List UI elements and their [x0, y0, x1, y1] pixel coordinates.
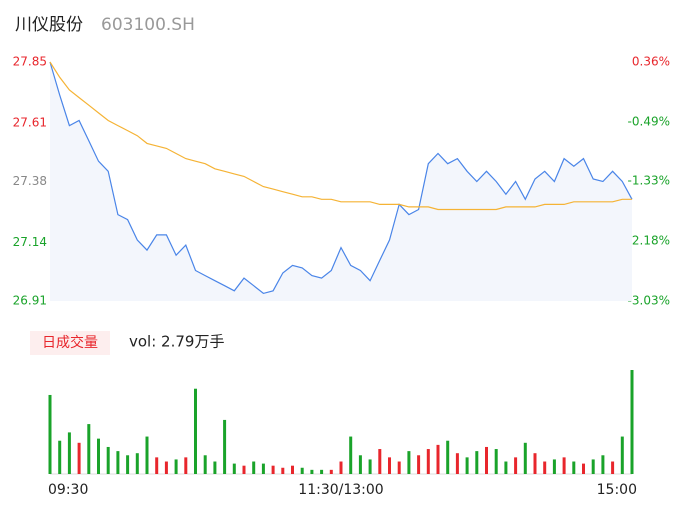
- volume-bar: [126, 455, 130, 474]
- volume-bar: [320, 469, 324, 474]
- volume-bar: [203, 455, 207, 474]
- volume-bar: [426, 449, 430, 474]
- volume-bar: [417, 455, 421, 474]
- average-line: [49, 61, 632, 211]
- volume-bar: [329, 469, 333, 474]
- y-tick-label: 27.61: [13, 116, 47, 130]
- volume-bar: [388, 457, 391, 474]
- y2-tick-label: -3.03%: [628, 294, 670, 308]
- volume-bar: [291, 465, 294, 474]
- volume-bar: [300, 467, 304, 474]
- volume-bar: [611, 461, 615, 474]
- volume-bar: [97, 438, 100, 474]
- volume-bar: [562, 457, 566, 474]
- volume-bar: [271, 465, 275, 474]
- volume-label-bg: [30, 331, 110, 355]
- y2-tick-label: -0.49%: [628, 114, 670, 128]
- x-tick-label: 09:30: [48, 482, 88, 498]
- volume-bar: [145, 436, 149, 474]
- volume-bar: [494, 449, 498, 474]
- volume-bar: [552, 459, 556, 474]
- volume-bar: [620, 436, 624, 474]
- volume-bar: [261, 463, 265, 474]
- volume-bar: [349, 436, 353, 474]
- volume-bar: [485, 446, 488, 474]
- volume-bar: [155, 457, 159, 474]
- volume-bar: [67, 432, 71, 474]
- volume-bar: [543, 461, 547, 474]
- volume-bar: [455, 453, 459, 474]
- volume-bar: [164, 461, 168, 474]
- volume-bar: [407, 451, 411, 474]
- volume-bar: [232, 463, 236, 474]
- y-tick-label: 27.85: [13, 55, 47, 69]
- volume-bar: [339, 461, 343, 474]
- price-area: [50, 62, 632, 301]
- y2-tick-label: -2.18%: [628, 234, 670, 248]
- volume-bar: [523, 442, 527, 474]
- price-line: [49, 61, 633, 295]
- volume-bar: [184, 457, 188, 474]
- volume-bar: [504, 461, 508, 474]
- volume-bar: [591, 459, 595, 474]
- volume-bar: [252, 461, 256, 474]
- volume-bar: [213, 461, 217, 474]
- volume-bar: [533, 453, 537, 474]
- y-tick-label: 27.38: [13, 174, 47, 188]
- volume-bar: [368, 459, 372, 474]
- y-tick-label: 27.14: [13, 235, 47, 249]
- volume-bar: [446, 440, 450, 474]
- volume-bar: [281, 467, 285, 474]
- volume-bar: [242, 465, 246, 474]
- volume-bar: [475, 451, 479, 474]
- volume-bar: [514, 457, 518, 474]
- volume-bar: [436, 444, 440, 474]
- stock-name: 川仪股份: [15, 15, 83, 35]
- volume-bar: [106, 446, 110, 474]
- y-tick-label: 26.91: [13, 294, 47, 308]
- volume-bar: [116, 451, 120, 474]
- volume-bar: [77, 442, 81, 474]
- volume-bar: [378, 449, 382, 474]
- volume-bar: [48, 394, 52, 474]
- volume-bar: [58, 440, 62, 474]
- volume-bar: [465, 457, 469, 474]
- volume-bar: [397, 461, 401, 474]
- volume-bar: [194, 388, 197, 474]
- y2-tick-label: 0.36%: [632, 55, 670, 69]
- volume-bar: [582, 463, 585, 474]
- volume-bar: [601, 455, 605, 474]
- volume-total: vol: 2.79万手: [129, 333, 224, 351]
- y2-tick-label: -1.33%: [628, 174, 670, 188]
- volume-bar: [358, 455, 362, 474]
- volume-bar: [572, 461, 576, 474]
- volume-bar: [310, 469, 314, 474]
- volume-bar: [223, 419, 227, 474]
- volume-bar: [87, 424, 91, 474]
- x-tick-label: 11:30/13:00: [298, 482, 383, 498]
- volume-label: 日成交量: [42, 334, 98, 351]
- volume-bar: [630, 370, 634, 474]
- x-tick-label: 15:00: [597, 482, 637, 498]
- volume-bar: [174, 459, 178, 474]
- volume-bar: [135, 453, 139, 474]
- stock-code: 603100.SH: [101, 15, 195, 35]
